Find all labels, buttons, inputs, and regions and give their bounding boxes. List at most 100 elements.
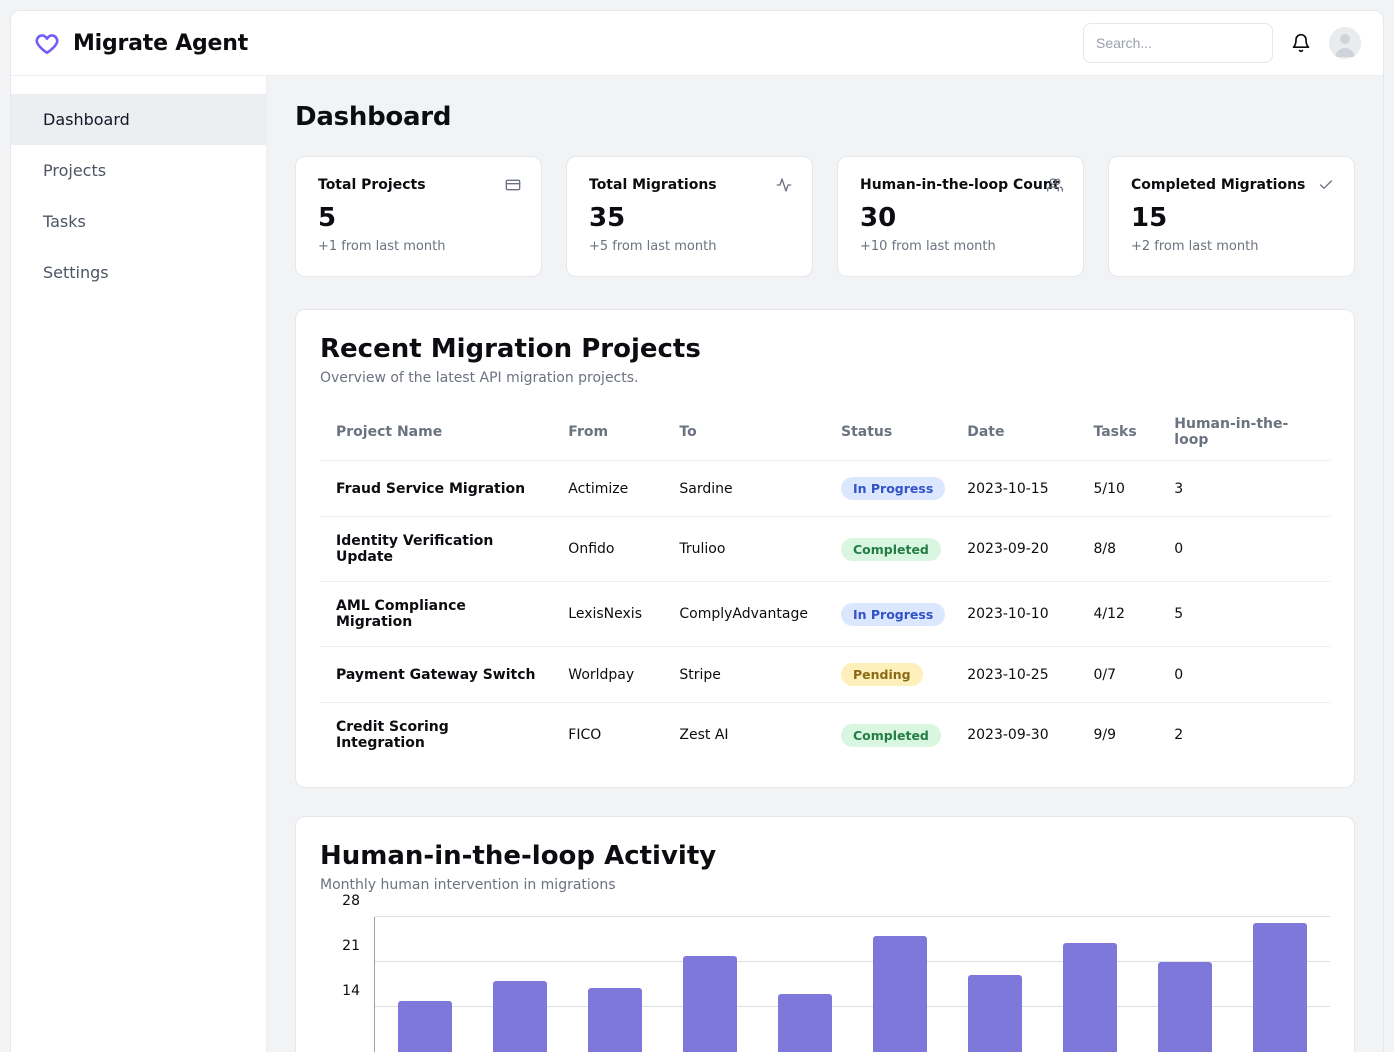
cell-from: FICO	[552, 703, 663, 768]
y-tick: 21	[342, 938, 360, 954]
status-badge: Completed	[841, 724, 941, 747]
table-row[interactable]: Credit Scoring IntegrationFICOZest AI Com…	[320, 703, 1330, 768]
cell-from: Onfido	[552, 517, 663, 582]
sidebar: DashboardProjectsTasksSettings	[11, 76, 267, 1052]
cell-status: In Progress	[825, 461, 951, 517]
search-input[interactable]	[1083, 23, 1273, 63]
cell-to: Zest AI	[663, 703, 825, 768]
stat-card: Total Projects 5 +1 from last month	[295, 156, 542, 277]
table-row[interactable]: Payment Gateway SwitchWorldpayStripe Pend…	[320, 647, 1330, 703]
column-header: To	[663, 404, 825, 461]
status-badge: Completed	[841, 538, 941, 561]
cell-project-name: Fraud Service Migration	[320, 461, 552, 517]
cell-from: Worldpay	[552, 647, 663, 703]
cell-hil: 3	[1158, 461, 1330, 517]
cell-to: ComplyAdvantage	[663, 582, 825, 647]
activity-panel: Human-in-the-loop Activity Monthly human…	[295, 816, 1355, 1052]
cell-to: Trulioo	[663, 517, 825, 582]
chart-bar	[398, 1001, 452, 1052]
sidebar-item-dashboard[interactable]: Dashboard	[11, 94, 266, 145]
stat-value: 15	[1131, 203, 1332, 233]
chart-bar	[1253, 923, 1307, 1052]
status-badge: Pending	[841, 663, 923, 686]
panel-subtitle: Overview of the latest API migration pro…	[320, 370, 1330, 386]
stat-label: Human-in-the-loop Count	[860, 177, 1061, 193]
sidebar-item-tasks[interactable]: Tasks	[11, 196, 266, 247]
cell-from: LexisNexis	[552, 582, 663, 647]
stat-label: Total Migrations	[589, 177, 790, 193]
avatar[interactable]	[1329, 27, 1361, 59]
cell-date: 2023-09-20	[951, 517, 1077, 582]
users-icon	[1047, 177, 1063, 197]
cell-project-name: Credit Scoring Integration	[320, 703, 552, 768]
chart-bar	[778, 994, 832, 1052]
y-tick: 28	[342, 893, 360, 909]
brand-logo	[33, 29, 61, 57]
column-header: Human-in-the-loop	[1158, 404, 1330, 461]
cell-tasks: 9/9	[1077, 703, 1158, 768]
panel-title: Human-in-the-loop Activity	[320, 841, 1330, 871]
cell-tasks: 4/12	[1077, 582, 1158, 647]
cell-status: Pending	[825, 647, 951, 703]
cell-project-name: AML Compliance Migration	[320, 582, 552, 647]
column-header: Tasks	[1077, 404, 1158, 461]
cell-project-name: Payment Gateway Switch	[320, 647, 552, 703]
main-content: Dashboard Total Projects 5 +1 from last mo…	[267, 76, 1383, 1052]
cell-status: In Progress	[825, 582, 951, 647]
cell-date: 2023-10-15	[951, 461, 1077, 517]
cell-tasks: 8/8	[1077, 517, 1158, 582]
stat-value: 5	[318, 203, 519, 233]
cell-project-name: Identity Verification Update	[320, 517, 552, 582]
cell-from: Actimize	[552, 461, 663, 517]
cell-hil: 5	[1158, 582, 1330, 647]
stat-label: Total Projects	[318, 177, 519, 193]
column-header: Date	[951, 404, 1077, 461]
stat-sub: +5 from last month	[589, 239, 790, 254]
check-icon	[1318, 177, 1334, 197]
chart-bar	[1063, 943, 1117, 1052]
cell-status: Completed	[825, 703, 951, 768]
bell-icon[interactable]	[1287, 29, 1315, 57]
app-header: Migrate Agent	[11, 11, 1383, 76]
cell-tasks: 0/7	[1077, 647, 1158, 703]
cell-hil: 2	[1158, 703, 1330, 768]
cell-date: 2023-09-30	[951, 703, 1077, 768]
status-badge: In Progress	[841, 603, 945, 626]
cell-tasks: 5/10	[1077, 461, 1158, 517]
table-row[interactable]: AML Compliance MigrationLexisNexisComply…	[320, 582, 1330, 647]
chart-bar	[683, 956, 737, 1052]
chart-bar	[873, 936, 927, 1052]
cell-date: 2023-10-10	[951, 582, 1077, 647]
projects-table: Project NameFromToStatusDateTasksHuman-i…	[320, 404, 1330, 767]
column-header: Status	[825, 404, 951, 461]
panel-title: Recent Migration Projects	[320, 334, 1330, 364]
stat-card: Human-in-the-loop Count 30 +10 from last m…	[837, 156, 1084, 277]
stat-label: Completed Migrations	[1131, 177, 1332, 193]
stat-card: Total Migrations 35 +5 from last month	[566, 156, 813, 277]
activity-icon	[776, 177, 792, 197]
stat-value: 35	[589, 203, 790, 233]
page-title: Dashboard	[295, 102, 1355, 132]
table-row[interactable]: Identity Verification UpdateOnfidoTrulio…	[320, 517, 1330, 582]
stat-sub: +10 from last month	[860, 239, 1061, 254]
recent-projects-panel: Recent Migration Projects Overview of th…	[295, 309, 1355, 788]
stat-card: Completed Migrations 15 +2 from last month	[1108, 156, 1355, 277]
stat-value: 30	[860, 203, 1061, 233]
table-row[interactable]: Fraud Service MigrationActimizeSardineIn…	[320, 461, 1330, 517]
stat-sub: +2 from last month	[1131, 239, 1332, 254]
cell-hil: 0	[1158, 647, 1330, 703]
activity-chart: 142128	[320, 917, 1330, 1052]
stats: Total Projects 5 +1 from last month Total M…	[295, 156, 1355, 277]
cell-date: 2023-10-25	[951, 647, 1077, 703]
sidebar-item-projects[interactable]: Projects	[11, 145, 266, 196]
cell-to: Stripe	[663, 647, 825, 703]
card-icon	[505, 177, 521, 197]
cell-to: Sardine	[663, 461, 825, 517]
brand-title: Migrate Agent	[73, 31, 248, 56]
chart-y-axis: 142128	[320, 917, 368, 1052]
stat-sub: +1 from last month	[318, 239, 519, 254]
chart-bar	[1158, 962, 1212, 1052]
column-header: From	[552, 404, 663, 461]
sidebar-item-settings[interactable]: Settings	[11, 247, 266, 298]
chart-bar	[588, 988, 642, 1052]
